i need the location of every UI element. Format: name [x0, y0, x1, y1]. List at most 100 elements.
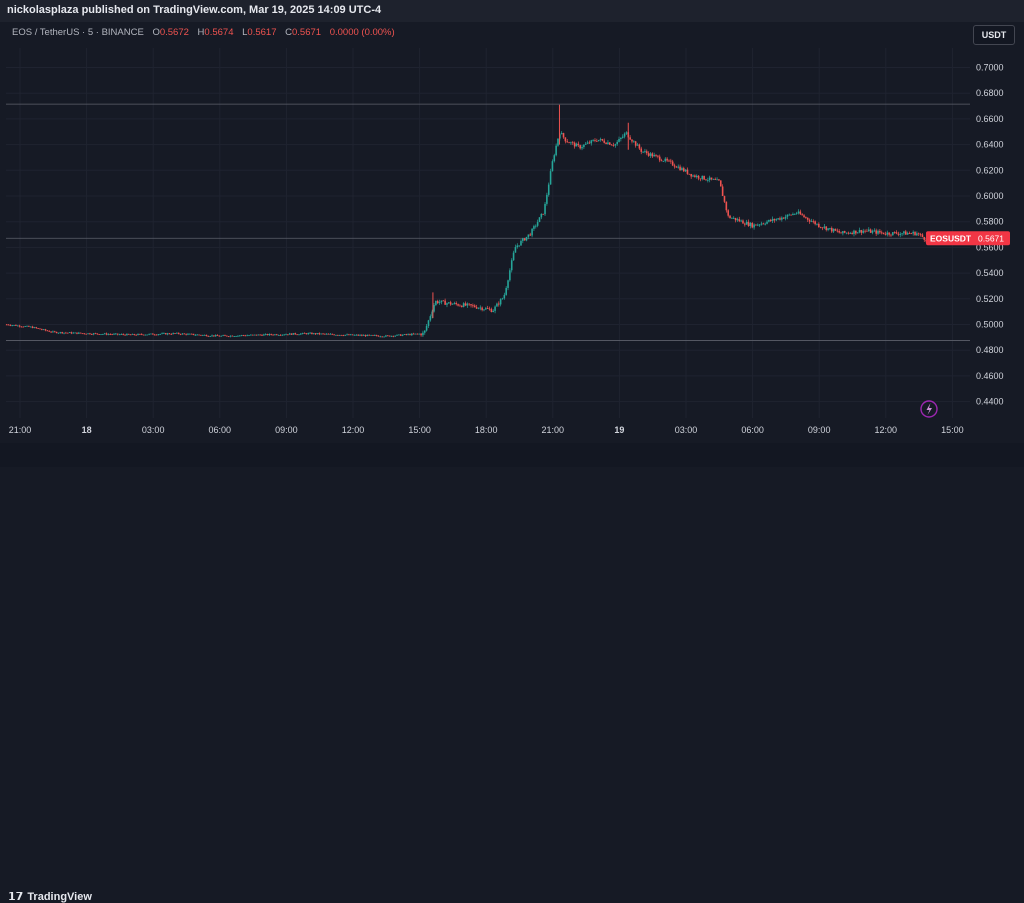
candle-body [89, 333, 91, 335]
horizontal-lines [6, 103, 970, 341]
candle-body [13, 325, 15, 326]
candle-body [216, 335, 219, 336]
candle-body [668, 160, 670, 162]
candle-body [917, 233, 920, 235]
x-tick-label: 03:00 [142, 425, 165, 435]
candle-body [285, 334, 287, 336]
candle-body [692, 175, 694, 177]
candle-body [35, 327, 38, 329]
candle-body [233, 336, 236, 337]
candle-body [797, 211, 800, 214]
y-tick-label: 0.4400 [976, 397, 1004, 407]
close-label: C [285, 27, 292, 38]
candle-body [53, 331, 56, 333]
candle-body [840, 232, 842, 234]
candle-body [272, 334, 274, 336]
candle-body [129, 334, 132, 336]
candle-body [866, 230, 868, 232]
candle-body [368, 334, 371, 336]
candle-body [731, 217, 733, 219]
candle-body [853, 230, 855, 235]
y-axis: 0.7000 0.6800 0.6600 0.6400 0.6200 0.6000 0.58… [976, 63, 1004, 407]
candle-body [808, 219, 811, 222]
candle-body [849, 233, 852, 234]
candle-body [190, 333, 193, 335]
candle-body [644, 151, 646, 153]
candle-body [401, 334, 404, 336]
candle-body [714, 179, 717, 180]
candle-body [673, 165, 676, 167]
candle-body [139, 333, 141, 335]
candle-body [510, 260, 513, 271]
candle-body [449, 302, 452, 305]
candle-body [253, 334, 256, 336]
candle-body [930, 241, 933, 242]
candle-body [100, 334, 102, 336]
candle-body [869, 229, 872, 233]
candle-body [605, 142, 607, 145]
candle-body [664, 158, 667, 162]
candle-body [886, 232, 889, 235]
candle-body [880, 232, 883, 234]
candle-body [936, 239, 939, 244]
candle-body [381, 336, 384, 338]
candle-body [520, 240, 522, 246]
symbol-title[interactable]: EOS / TetherUS · 5 · BINANCE [12, 27, 144, 38]
candle-body [860, 230, 863, 233]
candle-body [662, 161, 665, 162]
candle-body [481, 307, 483, 311]
candle-body [734, 217, 737, 221]
candle-body [559, 134, 561, 139]
y-tick-label: 0.5000 [976, 320, 1004, 330]
candle-body [242, 335, 245, 336]
low-label: L [242, 27, 248, 38]
candle-body [843, 231, 846, 233]
candle-body [899, 233, 902, 235]
candle-body [120, 334, 123, 335]
y-tick-label: 0.5200 [976, 294, 1004, 304]
candle-body [90, 334, 93, 335]
candle-body [766, 221, 768, 224]
candle-body [298, 334, 300, 336]
candle-body [133, 334, 136, 335]
publish-header: nickolasplaza published on TradingView.c… [0, 0, 1024, 22]
candle-body [218, 335, 221, 337]
candle-body [762, 223, 765, 225]
y-tick-label: 0.5600 [976, 242, 1004, 252]
candle-body [440, 300, 443, 303]
candle-body [566, 141, 569, 143]
candle-body [374, 335, 376, 337]
candle-body [87, 333, 89, 335]
candle-body [287, 334, 289, 336]
tradingview-logo[interactable]: 𝟭𝟳 TradingView [8, 890, 92, 903]
candle-body [514, 247, 517, 253]
price-chart[interactable]: 0.7000 0.6800 0.6600 0.6400 0.6200 0.6000 0.58… [0, 0, 1024, 467]
candle-body [460, 305, 463, 307]
currency-button[interactable]: USDT [973, 25, 1015, 45]
candle-body [318, 333, 321, 335]
candle-body [214, 335, 217, 337]
candle-body [255, 334, 258, 336]
candle-body [457, 304, 459, 306]
candle-body [231, 335, 234, 337]
candle-body [333, 334, 335, 336]
candle-body [684, 169, 687, 172]
candle-body [105, 333, 108, 335]
candle-body [753, 224, 755, 228]
candle-body [906, 233, 909, 235]
candle-body [542, 213, 544, 215]
candle-body [627, 132, 630, 138]
candle-body [649, 153, 652, 156]
candle-body [388, 335, 391, 337]
candle-body [152, 333, 154, 335]
candle-body [126, 333, 128, 336]
candle-body [658, 156, 661, 161]
candle-body [745, 221, 748, 225]
lightning-icon[interactable] [920, 400, 938, 418]
candle-body [686, 169, 689, 174]
candle-body [916, 233, 918, 236]
candle-body [634, 141, 637, 146]
candle-body [784, 216, 787, 219]
candle-body [723, 196, 726, 202]
candle-body [177, 332, 180, 334]
